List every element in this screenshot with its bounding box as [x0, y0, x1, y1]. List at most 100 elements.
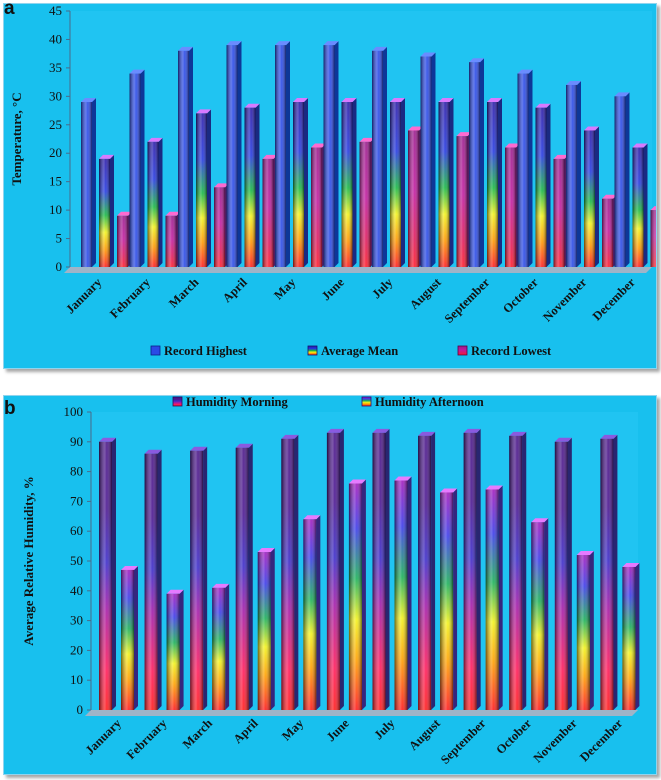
- bar-record-highest-january: [81, 98, 96, 268]
- legend-label: Humidity Afternoon: [375, 396, 484, 409]
- x-tick-label-february: February: [124, 716, 170, 762]
- y-tick-label: 90: [70, 434, 83, 449]
- y-axis-label: Average Relative Humidity, %: [21, 476, 36, 645]
- panel-label-a: a: [4, 0, 15, 19]
- x-tick-label-may: May: [271, 275, 299, 303]
- bar-average-mean-february: [147, 137, 163, 267]
- plot-floor: [64, 267, 652, 273]
- y-tick-label: 40: [70, 583, 83, 598]
- legend-item-average-mean: Average Mean: [307, 344, 398, 358]
- legend-label: Humidity Morning: [186, 396, 288, 409]
- bar-humidity-afternoon-december: [622, 562, 640, 710]
- bar-average-mean-october: [535, 103, 551, 267]
- panel-label-b: b: [4, 398, 16, 419]
- x-tick-label-december: December: [590, 275, 638, 323]
- legend: Humidity Morning Humidity Afternoon: [172, 395, 484, 409]
- chart-a: 0 5 10 15 20 25 30 35 40 45 Temperature, °C January…: [9, 3, 661, 358]
- legend-swatch: [172, 396, 183, 407]
- y-tick-label: 40: [49, 31, 62, 46]
- y-axis-label: Temperature, °C: [9, 92, 24, 185]
- bar-humidity-morning-june: [326, 428, 344, 710]
- chart-panel-b: 0 10 20 30 40 50 60 70 80 90 100 Average Relative H…: [3, 395, 657, 775]
- y-tick-label: 60: [70, 523, 83, 538]
- bar-record-highest-june: [323, 41, 339, 268]
- bar-humidity-morning-may: [281, 434, 299, 710]
- y-tick-label: 5: [56, 231, 63, 246]
- legend-swatch: [457, 345, 468, 356]
- bar-humidity-morning-september: [463, 428, 481, 710]
- chart-panel-a: 0 5 10 15 20 25 30 35 40 45 Temperature, °C January…: [3, 3, 661, 369]
- y-tick-label: 35: [49, 60, 62, 75]
- x-tick-label-march: March: [180, 716, 215, 751]
- legend-swatch: [150, 345, 161, 356]
- bar-humidity-afternoon-march: [212, 583, 230, 710]
- bar-record-highest-april: [226, 41, 242, 268]
- bar-average-mean-november: [584, 126, 599, 267]
- x-tick-label-december: December: [577, 716, 625, 764]
- bar-humidity-morning-january: [99, 437, 116, 710]
- x-tick-label-october: October: [493, 716, 534, 757]
- x-tick-label-april: April: [231, 716, 261, 746]
- bar-record-highest-december: [614, 92, 630, 267]
- y-tick-label: 80: [70, 464, 83, 479]
- y-tick-label: 20: [49, 145, 62, 160]
- bar-humidity-afternoon-august: [440, 488, 458, 710]
- x-tick-label-july: July: [371, 716, 398, 743]
- legend-item-record-highest: Record Highest: [150, 344, 248, 358]
- bar-record-lowest-december: [650, 206, 661, 267]
- y-tick-label: 100: [64, 404, 84, 419]
- x-tick-label-may: May: [279, 716, 307, 744]
- bar-humidity-morning-april: [235, 443, 253, 710]
- bar-humidity-afternoon-october: [531, 518, 549, 710]
- bar-humidity-morning-november: [554, 437, 572, 710]
- x-tick-label-october: October: [500, 275, 541, 316]
- legend-swatch: [361, 396, 372, 407]
- bar-average-mean-december: [632, 143, 648, 267]
- y-tick-label: 50: [70, 553, 83, 568]
- legend-item-humidity-afternoon: Humidity Afternoon: [361, 395, 484, 409]
- bar-average-mean-march: [196, 109, 211, 268]
- bar-record-highest-february: [129, 69, 145, 267]
- y-tick-label: 10: [70, 672, 83, 687]
- y-tick-label: 45: [49, 4, 62, 18]
- x-tick-label-november: November: [531, 716, 580, 765]
- plot-floor: [85, 710, 638, 716]
- bar-humidity-afternoon-september: [485, 485, 503, 710]
- bar-record-highest-march: [178, 46, 193, 268]
- bar-record-highest-november: [566, 80, 581, 267]
- bar-record-highest-may: [275, 41, 290, 268]
- y-tick-label: 15: [49, 174, 62, 189]
- bar-humidity-morning-july: [372, 428, 390, 710]
- x-tick-label-july: July: [369, 275, 396, 302]
- bar-humidity-afternoon-january: [121, 565, 138, 710]
- x-tick-label-august: August: [406, 716, 444, 754]
- bar-humidity-morning-august: [418, 431, 436, 710]
- x-tick-label-march: March: [166, 275, 201, 310]
- bar-humidity-afternoon-june: [348, 479, 366, 710]
- bar-humidity-afternoon-may: [303, 515, 321, 710]
- y-tick-label: 20: [70, 642, 83, 657]
- x-tick-label-february: February: [107, 275, 153, 321]
- chart-b: 0 10 20 30 40 50 60 70 80 90 100 Average Relative H…: [21, 395, 640, 767]
- bar-average-mean-june: [341, 98, 357, 268]
- x-tick-label-june: June: [324, 716, 352, 744]
- y-tick-label: 30: [49, 88, 62, 103]
- bar-humidity-afternoon-april: [257, 548, 275, 710]
- legend-item-humidity-morning: Humidity Morning: [172, 395, 288, 409]
- y-tick-label: 0: [56, 259, 63, 274]
- y-tick-label: 0: [77, 702, 84, 717]
- bar-humidity-morning-october: [509, 431, 527, 710]
- bar-humidity-afternoon-november: [576, 551, 594, 710]
- x-tick-label-august: August: [407, 275, 445, 313]
- bar-humidity-morning-february: [144, 449, 162, 710]
- x-tick-label-september: September: [438, 716, 489, 767]
- legend-label: Record Highest: [164, 344, 248, 358]
- bar-average-mean-july: [390, 98, 405, 268]
- bar-average-mean-august: [438, 98, 454, 268]
- bar-record-highest-october: [517, 69, 533, 267]
- x-tick-label-september: September: [442, 275, 493, 326]
- bar-humidity-afternoon-july: [394, 476, 412, 710]
- bar-record-highest-july: [372, 46, 387, 268]
- bar-humidity-morning-december: [600, 434, 618, 710]
- bar-average-mean-september: [487, 98, 502, 268]
